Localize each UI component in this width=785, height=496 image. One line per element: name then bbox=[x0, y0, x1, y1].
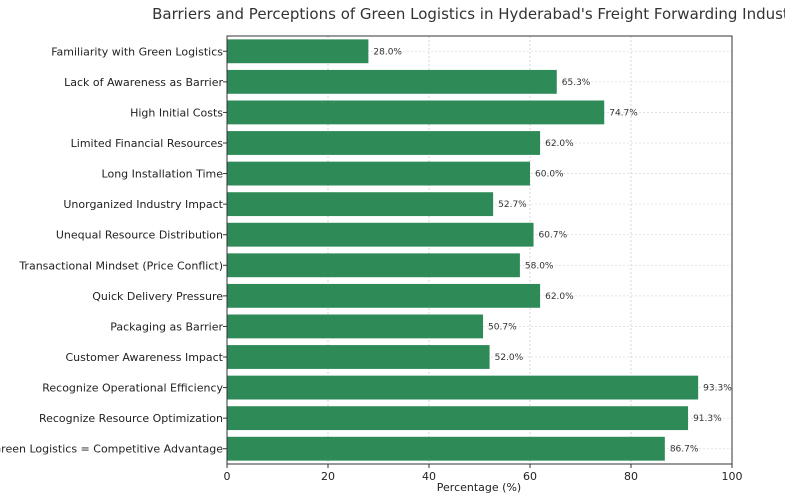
bar-value-label: 52.7% bbox=[498, 200, 527, 210]
category-label: Recognize Operational Efficiency bbox=[42, 382, 223, 395]
bar-value-label: 60.7% bbox=[539, 231, 568, 241]
category-label: Long Installation Time bbox=[102, 168, 224, 181]
bar-value-label: 91.3% bbox=[693, 414, 722, 424]
x-tick-label: 100 bbox=[722, 470, 743, 483]
category-label: Customer Awareness Impact bbox=[65, 351, 223, 364]
bar bbox=[227, 39, 369, 64]
category-label: Lack of Awareness as Barrier bbox=[64, 76, 223, 89]
bar-value-label: 93.3% bbox=[703, 384, 732, 394]
category-label: Unequal Resource Distribution bbox=[56, 229, 223, 242]
bar bbox=[227, 314, 484, 339]
bar bbox=[227, 253, 520, 278]
x-tick-label: 20 bbox=[321, 470, 335, 483]
data-labels: 28.0% 65.3% 74.7% 62.0% 60.0% 52.7% 60.7% 58.0%… bbox=[373, 47, 732, 454]
x-tick-label: 80 bbox=[624, 470, 638, 483]
bar bbox=[227, 436, 665, 461]
bars bbox=[227, 39, 699, 461]
bar bbox=[227, 161, 530, 186]
category-label: High Initial Costs bbox=[130, 106, 223, 119]
bar-value-label: 62.0% bbox=[545, 292, 574, 302]
bar bbox=[227, 69, 557, 94]
bar-value-label: 62.0% bbox=[545, 139, 574, 149]
category-label: Green Logistics = Competitive Advantage bbox=[0, 443, 223, 456]
bar bbox=[227, 345, 490, 369]
category-labels: Familiarity with Green Logistics Lack of … bbox=[0, 45, 227, 456]
bar bbox=[227, 406, 689, 431]
category-label: Limited Financial Resources bbox=[71, 137, 224, 150]
bar bbox=[227, 375, 699, 400]
bar-value-label: 86.7% bbox=[670, 445, 699, 455]
gridlines bbox=[226, 36, 733, 464]
x-tick-labels: 0 20 40 60 80 100 bbox=[224, 464, 743, 483]
bar bbox=[227, 222, 534, 247]
x-tick-label: 40 bbox=[422, 470, 436, 483]
category-label: Quick Delivery Pressure bbox=[92, 290, 223, 303]
bar-value-label: 65.3% bbox=[562, 78, 591, 88]
bar-value-label: 58.0% bbox=[525, 261, 554, 271]
bar-value-label: 50.7% bbox=[488, 322, 517, 332]
plot-frame bbox=[226, 35, 733, 465]
bar-value-label: 52.0% bbox=[495, 353, 524, 363]
bar bbox=[227, 100, 605, 125]
bar bbox=[227, 192, 494, 217]
bar-value-label: 28.0% bbox=[373, 47, 402, 57]
x-axis-title: Percentage (%) bbox=[437, 481, 521, 494]
bar-value-label: 74.7% bbox=[609, 108, 638, 118]
category-label: Unorganized Industry Impact bbox=[63, 198, 223, 211]
bar-value-label: 60.0% bbox=[535, 170, 564, 180]
category-label: Recognize Resource Optimization bbox=[39, 412, 223, 425]
x-tick-label: 60 bbox=[523, 470, 537, 483]
bar bbox=[227, 131, 541, 155]
category-label: Packaging as Barrier bbox=[110, 320, 223, 333]
category-label: Familiarity with Green Logistics bbox=[51, 45, 223, 58]
category-label: Transactional Mindset (Price Conflict) bbox=[18, 259, 223, 272]
x-tick-label: 0 bbox=[224, 470, 231, 483]
bar bbox=[227, 283, 541, 308]
chart-title: Barriers and Perceptions of Green Logist… bbox=[152, 5, 785, 23]
